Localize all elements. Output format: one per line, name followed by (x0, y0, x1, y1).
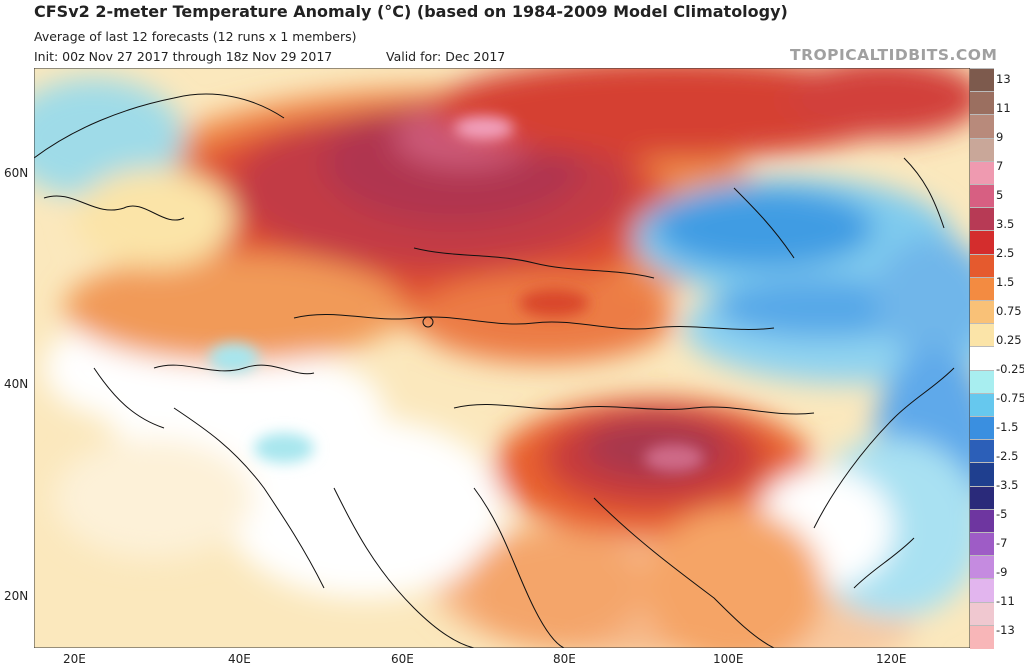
colorbar-cell (970, 578, 994, 603)
anomaly-field (34, 68, 970, 648)
colorbar-cell (970, 137, 994, 162)
colorbar-label: -5 (996, 507, 1008, 521)
colorbar-label: 0.75 (996, 304, 1022, 318)
lon-label-40e: 40E (228, 652, 251, 666)
colorbar-label: -0.75 (996, 391, 1024, 405)
colorbar-cell (970, 114, 994, 139)
lat-label-20n: 20N (4, 589, 29, 603)
colorbar-cell (970, 532, 994, 557)
colorbar-label: 2.5 (996, 246, 1015, 260)
colorbar-label: -7 (996, 536, 1008, 550)
colorbar-cell (970, 601, 994, 626)
colorbar-label: 11 (996, 101, 1011, 115)
colorbar-cell (970, 300, 994, 325)
lon-label-80e: 80E (553, 652, 576, 666)
lon-label-100e: 100E (713, 652, 744, 666)
colorbar-label: -1.5 (996, 420, 1019, 434)
colorbar-cell (970, 508, 994, 533)
colorbar-label: 13 (996, 72, 1011, 86)
colorbar-label: 9 (996, 130, 1004, 144)
colorbar-cell (970, 416, 994, 441)
colorbar-label: -0.25 (996, 362, 1024, 376)
colorbar-cell (970, 555, 994, 580)
colorbar-cell (970, 462, 994, 487)
colorbar-cell (970, 369, 994, 394)
colorbar-label: -9 (996, 565, 1008, 579)
brand-watermark: TROPICALTIDBITS.COM (790, 46, 998, 64)
colorbar-label: 7 (996, 159, 1004, 173)
colorbar-cell (970, 184, 994, 209)
colorbar-label: -3.5 (996, 478, 1019, 492)
valid-time: Valid for: Dec 2017 (386, 49, 506, 64)
anomaly-detail (209, 116, 704, 472)
colorbar-cell (970, 323, 994, 348)
colorbar-cell (970, 392, 994, 417)
colorbar-cell (970, 346, 994, 371)
colorbar-cell (970, 485, 994, 510)
colorbar-label: -2.5 (996, 449, 1019, 463)
colorbar-cell (970, 253, 994, 278)
colorbar-cell (970, 91, 994, 116)
colorbar-label: 5 (996, 188, 1004, 202)
colorbar-label: 3.5 (996, 217, 1015, 231)
lat-label-40n: 40N (4, 377, 29, 391)
lon-label-60e: 60E (391, 652, 414, 666)
colorbar-label: -13 (996, 623, 1015, 637)
colorbar-label: 1.5 (996, 275, 1015, 289)
colorbar-cell (970, 160, 994, 185)
coastlines (34, 93, 955, 648)
lon-label-20e: 20E (63, 652, 86, 666)
lat-label-60n: 60N (4, 166, 29, 180)
colorbar-cell (970, 68, 994, 93)
colorbar-cell (970, 230, 994, 255)
subtitle: Average of last 12 forecasts (12 runs x … (34, 29, 357, 44)
page-title: CFSv2 2-meter Temperature Anomaly (°C) (… (34, 2, 788, 21)
colorbar-cell (970, 439, 994, 464)
colorbar-label: 0.25 (996, 333, 1022, 347)
colorbar (970, 68, 994, 649)
lon-label-120e: 120E (876, 652, 907, 666)
colorbar-cell (970, 276, 994, 301)
colorbar-cell (970, 207, 994, 232)
anomaly-map (34, 68, 970, 648)
colorbar-cell (970, 624, 994, 649)
init-time: Init: 00z Nov 27 2017 through 18z Nov 29… (34, 49, 333, 64)
colorbar-label: -11 (996, 594, 1015, 608)
